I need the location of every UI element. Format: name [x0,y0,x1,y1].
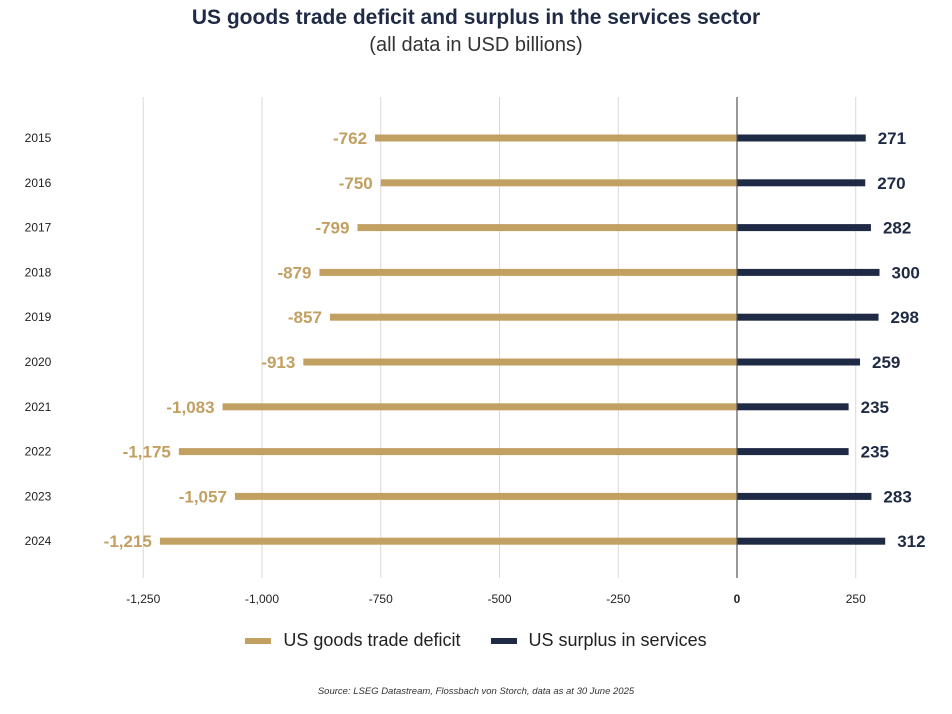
surplus-value-label: 259 [872,353,900,372]
deficit-bar [178,448,737,456]
surplus-value-label: 283 [883,487,911,506]
surplus-value-label: 312 [897,532,925,551]
surplus-value-label: 235 [861,443,889,462]
deficit-bar [357,224,737,232]
deficit-value-label: -799 [315,219,349,238]
x-tick-label: -500 [487,592,511,606]
year-label: 2018 [25,265,52,279]
year-label: 2021 [25,400,52,414]
surplus-value-label: 235 [861,398,889,417]
x-tick-label: 250 [846,592,866,606]
surplus-bar [737,224,871,232]
deficit-bar [329,313,737,321]
source-note: Source: LSEG Datastream, Flossbach von S… [317,686,635,697]
legend: US goods trade deficit US surplus in ser… [0,630,952,651]
x-tick-label: -1,250 [126,592,160,606]
deficit-value-label: -1,083 [166,398,214,417]
deficit-value-label: -750 [339,174,373,193]
year-label: 2022 [25,445,52,459]
deficit-bar [375,134,737,142]
year-label: 2016 [25,176,52,190]
legend-item-surplus: US surplus in services [490,630,707,651]
x-tick-label: 0 [734,592,741,606]
surplus-bar [737,268,880,276]
deficit-bar [234,492,738,500]
surplus-bar [737,403,849,411]
surplus-bar [737,492,872,500]
deficit-value-label: -1,057 [179,487,227,506]
deficit-bar [319,268,737,276]
year-label: 2019 [25,310,52,324]
x-tick-label: -1,000 [245,592,279,606]
deficit-bar [222,403,737,411]
deficit-value-label: -1,175 [123,443,171,462]
surplus-value-label: 282 [883,219,911,238]
surplus-value-label: 271 [878,129,906,148]
legend-swatch-surplus [490,637,517,644]
deficit-value-label: -1,215 [104,532,152,551]
deficit-value-label: -857 [288,308,322,327]
surplus-bar [737,313,879,321]
year-label: 2015 [25,131,52,145]
surplus-bar [737,358,861,366]
legend-label-surplus: US surplus in services [528,630,707,650]
deficit-value-label: -879 [277,263,311,282]
legend-item-deficit: US goods trade deficit [245,630,461,651]
deficit-bar [380,179,737,187]
surplus-bar [737,448,849,456]
surplus-value-label: 300 [892,263,920,282]
year-label: 2017 [25,221,52,235]
legend-swatch-deficit [245,637,272,644]
surplus-bar [737,179,866,187]
deficit-bar [159,537,737,545]
x-tick-label: -750 [369,592,393,606]
deficit-value-label: -913 [261,353,295,372]
x-tick-label: -250 [606,592,630,606]
year-label: 2020 [25,355,52,369]
year-label: 2023 [25,489,52,503]
surplus-bar [737,537,886,545]
chart-title: US goods trade deficit and surplus in th… [191,6,761,29]
legend-label-deficit: US goods trade deficit [283,630,461,650]
deficit-bar [303,358,737,366]
deficit-value-label: -762 [333,129,367,148]
year-label: 2024 [25,534,52,548]
surplus-value-label: 270 [877,174,905,193]
chart-subtitle: (all data in USD billions) [369,34,583,56]
surplus-value-label: 298 [891,308,919,327]
surplus-bar [737,134,866,142]
